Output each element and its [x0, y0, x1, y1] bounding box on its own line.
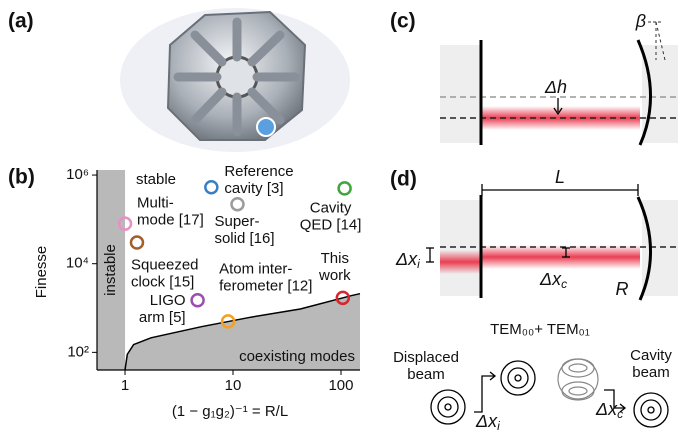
- point-label: Cavity: [310, 199, 352, 216]
- point: [131, 237, 143, 249]
- point-label: solid [16]: [214, 230, 274, 247]
- point-label: LIGO: [150, 292, 186, 309]
- dh-label: Δh: [544, 77, 567, 97]
- panel-label: (a): [8, 10, 34, 33]
- point-label: QED [14]: [300, 216, 362, 233]
- x-axis-label: (1 − g₁g₂)⁻¹ = R/L: [172, 403, 288, 420]
- symbol: Δx: [395, 249, 418, 269]
- x-tick-label: 10: [225, 377, 242, 394]
- point: [339, 182, 351, 194]
- displaced-label: Displaced: [393, 349, 459, 366]
- length-label: L: [555, 167, 565, 187]
- dxi-label: Δxi: [475, 411, 500, 432]
- subscript: i: [497, 419, 500, 432]
- point-label: Squeezed: [131, 257, 199, 274]
- y-tick-label: 10⁶: [66, 166, 89, 183]
- cavity-photo: [120, 8, 350, 152]
- cavity-beam-label: beam: [632, 364, 670, 381]
- instable-label: instable: [102, 244, 119, 296]
- point-label: cavity [3]: [224, 180, 283, 197]
- x-tick-label: 100: [328, 377, 353, 394]
- panel-label: (d): [390, 168, 417, 191]
- symbol: Δx: [539, 269, 562, 289]
- dxc-label: Δxc: [539, 269, 567, 291]
- x-tick-label: 1: [121, 377, 129, 394]
- subscript: c: [617, 407, 623, 421]
- scatter-chart: 10² 10⁴ 10⁶ 1 10 100 stable instable coexisting …: [66, 163, 362, 394]
- dxi-label: Δxi: [395, 249, 420, 271]
- point-label: Multi-: [137, 195, 174, 212]
- panel-label: (c): [390, 10, 416, 33]
- subscript: i: [417, 257, 420, 271]
- point-label: work: [318, 267, 351, 284]
- beta-label: β: [635, 11, 646, 31]
- page: {"panels": { "a": {"label": "(a)"}, "b":…: [0, 0, 678, 432]
- figure: (a) (b) (c) (d) 10² 10⁴ 10⁶ 1 10 100 stable ins…: [0, 0, 678, 432]
- panel-label: (b): [8, 166, 35, 189]
- point-label: ferometer [12]: [219, 277, 312, 294]
- y-axis-label: Finesse: [33, 246, 50, 299]
- point: [205, 181, 217, 193]
- y-tick-label: 10⁴: [66, 255, 89, 272]
- symbol: Δx: [475, 411, 498, 431]
- point-label: arm [5]: [139, 309, 186, 326]
- coexisting-label: coexisting modes: [239, 348, 355, 365]
- cavity-beam-label: Cavity: [630, 347, 672, 364]
- displaced-label: beam: [407, 366, 445, 383]
- stable-label: stable: [136, 171, 176, 188]
- dxc-label: Δxc: [595, 399, 623, 421]
- diagram-d: [426, 184, 678, 427]
- symbol: Δx: [595, 399, 618, 419]
- point-label: Reference: [224, 163, 293, 180]
- radius-label: R: [616, 279, 629, 299]
- point-label: mode [17]: [137, 212, 204, 229]
- point: [231, 198, 243, 210]
- subscript: c: [561, 277, 567, 291]
- y-tick-label: 10²: [67, 343, 89, 360]
- point-label: Atom inter-: [219, 260, 292, 277]
- point-label: This: [321, 250, 349, 267]
- point-label: Super-: [214, 213, 259, 230]
- tem-label: TEM₀₀+ TEM₀₁: [490, 321, 590, 338]
- point-label: clock [15]: [131, 274, 194, 291]
- point: [192, 294, 204, 306]
